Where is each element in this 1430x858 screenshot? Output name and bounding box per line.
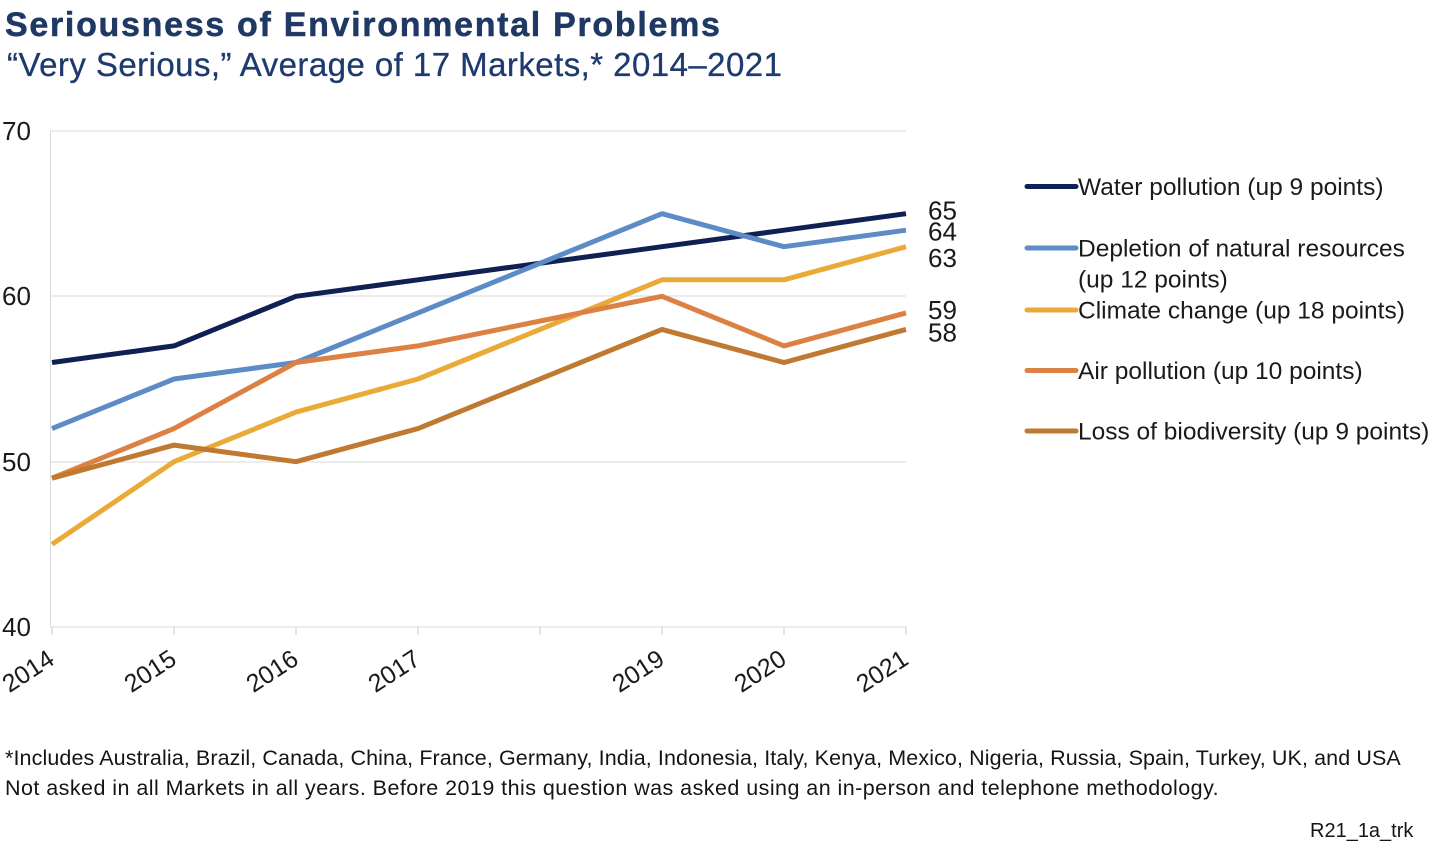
svg-text:59: 59	[928, 295, 957, 325]
svg-text:2014: 2014	[0, 645, 59, 699]
svg-text:Loss of biodiversity (up 9 poi: Loss of biodiversity (up 9 points)	[1078, 419, 1429, 446]
svg-text:65: 65	[928, 196, 957, 226]
svg-text:70: 70	[2, 116, 31, 146]
svg-text:2017: 2017	[363, 645, 425, 699]
svg-text:40: 40	[2, 612, 31, 642]
svg-text:Depletion of natural resources: Depletion of natural resources	[1078, 236, 1405, 263]
svg-text:50: 50	[2, 447, 31, 477]
svg-text:Climate change (up 18 points): Climate change (up 18 points)	[1078, 298, 1405, 325]
svg-text:58: 58	[928, 318, 957, 348]
svg-text:64: 64	[928, 217, 957, 247]
svg-text:2021: 2021	[851, 645, 913, 699]
svg-text:2020: 2020	[729, 645, 791, 699]
svg-text:2019: 2019	[607, 645, 669, 699]
svg-text:63: 63	[928, 243, 957, 273]
svg-text:Water pollution (up 9 points): Water pollution (up 9 points)	[1078, 174, 1384, 201]
svg-text:2015: 2015	[119, 645, 181, 699]
svg-text:Air pollution (up 10 points): Air pollution (up 10 points)	[1078, 358, 1363, 385]
svg-text:60: 60	[2, 281, 31, 311]
svg-text:(up 12 points): (up 12 points)	[1078, 267, 1228, 294]
svg-text:2016: 2016	[241, 645, 303, 699]
